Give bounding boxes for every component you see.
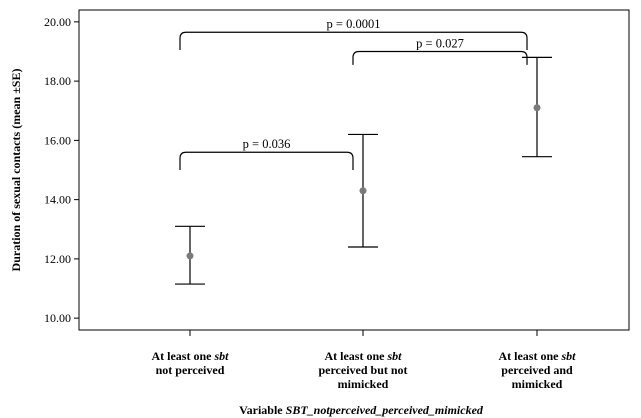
significance-bracket	[352, 50, 528, 65]
x-tick-label-part: sbt	[213, 349, 229, 363]
y-tick-label: 14.00	[44, 193, 71, 207]
y-tick-label: 12.00	[44, 252, 71, 266]
y-tick-label: 16.00	[44, 133, 71, 147]
x-tick-label: At least one sbt perceived but not mimicke…	[318, 349, 407, 391]
y-tick-label: 10.00	[44, 311, 71, 325]
x-tick-label-part: At least one	[151, 349, 214, 363]
x-tick-label-part: not perceived	[156, 363, 225, 377]
x-tick-label-part: perceived and	[501, 363, 573, 377]
x-tick-label-line: At least one sbt	[498, 349, 576, 363]
significance-bracket	[179, 151, 354, 170]
p-value-label: p = 0.0001	[327, 17, 381, 31]
mean-point	[359, 187, 367, 195]
x-axis-label: Variable SBT_notperceived_perceived_mimi…	[239, 403, 484, 417]
x-tick-label-line: At least one sbt	[324, 349, 402, 363]
x-tick-label-line: At least one sbt	[151, 349, 229, 363]
x-tick-label-part: sbt	[386, 349, 402, 363]
x-tick-label-part: sbt	[560, 349, 576, 363]
x-tick-label: At least one sbt perceived and mimicked	[498, 349, 576, 391]
mean-point	[533, 104, 541, 112]
x-tick-label-line: mimicked	[338, 377, 389, 391]
x-axis-label-prefix: Variable	[239, 403, 286, 417]
x-tick-label-part: mimicked	[338, 377, 389, 391]
x-tick-label-part: mimicked	[512, 377, 563, 391]
x-axis-label-variable: SBT_notperceived_perceived_mimicked	[286, 403, 484, 417]
y-tick-label: 18.00	[44, 74, 71, 88]
y-tick-label: 20.00	[44, 15, 71, 29]
x-tick-label-line: perceived but not	[318, 363, 407, 377]
x-tick-label-line: not perceived	[156, 363, 225, 377]
x-tick-label-line: mimicked	[512, 377, 563, 391]
x-tick-label-part: At least one	[498, 349, 561, 363]
significance-bracket	[179, 31, 528, 50]
plot-area	[78, 9, 630, 331]
x-tick-label-line: perceived and	[501, 363, 573, 377]
x-tick-label: At least one sbt not perceived	[151, 349, 229, 377]
x-tick-label-part: perceived but not	[318, 363, 407, 377]
y-axis-label: Duration of sexual contacts (mean ±SE)	[9, 69, 23, 272]
p-value-label: p = 0.036	[243, 137, 291, 151]
significance-brackets: p = 0.036 p = 0.027 p = 0.0001	[179, 17, 528, 170]
y-axis: 10.00 12.00 14.00 16.00 18.00 20.00	[44, 15, 79, 325]
p-value-label: p = 0.027	[416, 36, 464, 50]
error-bars	[175, 56, 552, 285]
x-tick-label-part: At least one	[324, 349, 387, 363]
mean-point	[186, 252, 194, 260]
